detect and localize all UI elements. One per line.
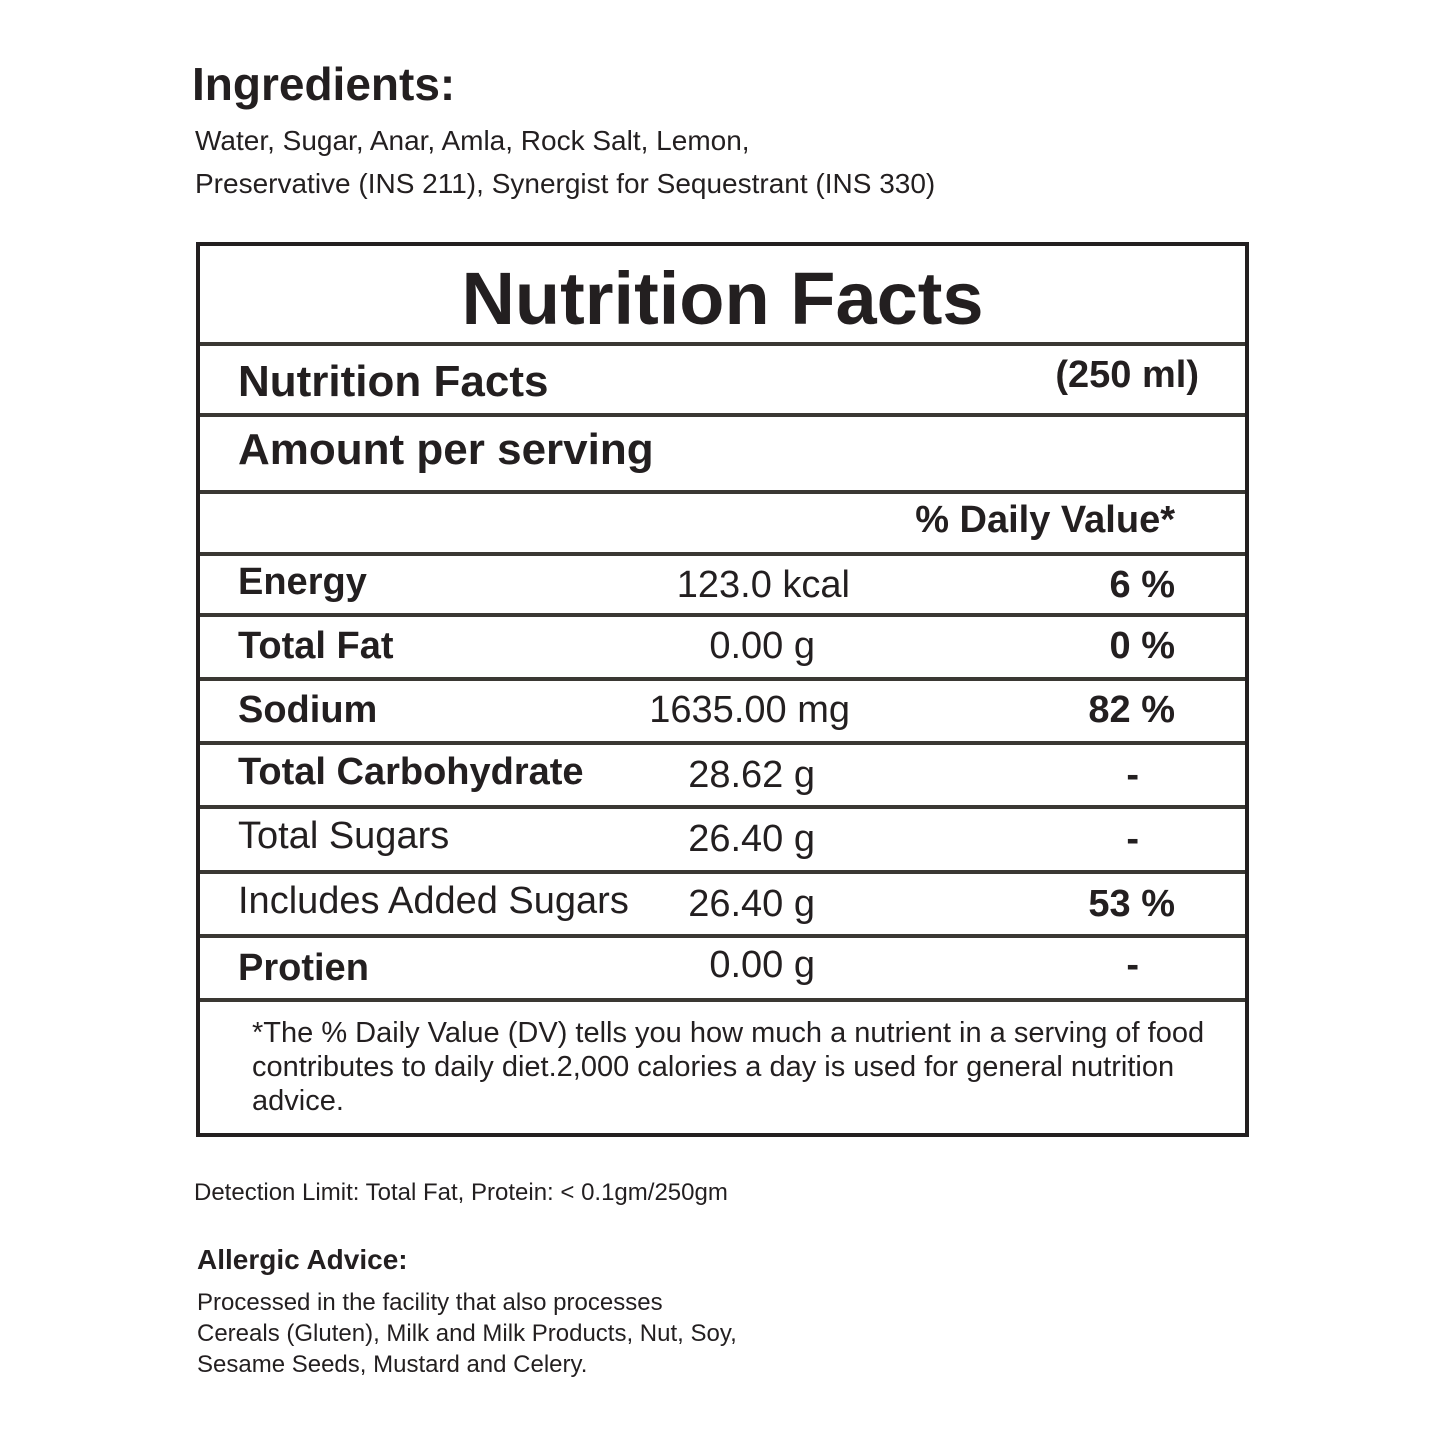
- allergic-advice-line: Processed in the facility that also proc…: [197, 1289, 663, 1316]
- divider: [200, 552, 1245, 556]
- nutrient-label: Protien: [238, 947, 369, 989]
- nutrient-amount: 0.00 g: [709, 944, 815, 986]
- nutrient-daily-value: 6 %: [1109, 564, 1175, 606]
- nutrient-daily-value: 82 %: [1088, 689, 1175, 731]
- ingredients-line: Preservative (INS 211), Synergist for Se…: [195, 168, 936, 199]
- serving-size: (250 ml): [1055, 354, 1199, 396]
- divider: [200, 998, 1245, 1002]
- nutrient-amount: 28.62 g: [688, 754, 815, 796]
- amount-per-serving-label: Amount per serving: [238, 425, 654, 474]
- nutrient-label: Total Fat: [238, 625, 394, 667]
- nutrient-amount: 26.40 g: [688, 818, 815, 860]
- nutrient-daily-value: 53 %: [1088, 883, 1175, 925]
- divider: [200, 934, 1245, 938]
- allergic-advice-heading: Allergic Advice:: [197, 1244, 408, 1275]
- allergic-advice-line: Sesame Seeds, Mustard and Celery.: [197, 1351, 588, 1378]
- nutrient-daily-value: 0 %: [1109, 625, 1175, 667]
- nutrient-amount: 0.00 g: [709, 625, 815, 667]
- nutrition-facts-title: Nutrition Facts: [461, 257, 984, 340]
- nutrient-amount: 123.0 kcal: [676, 564, 850, 606]
- divider: [200, 805, 1245, 809]
- ingredients-line: Water, Sugar, Anar, Amla, Rock Salt, Lem…: [195, 125, 750, 156]
- divider: [200, 870, 1245, 874]
- detection-limit-note: Detection Limit: Total Fat, Protein: < 0…: [194, 1179, 728, 1206]
- allergic-advice-line: Cereals (Gluten), Milk and Milk Products…: [197, 1320, 737, 1347]
- daily-value-header: % Daily Value*: [915, 499, 1175, 541]
- divider: [200, 413, 1245, 417]
- nutrient-label: Sodium: [238, 689, 378, 731]
- nutrient-label: Total Sugars: [238, 815, 450, 857]
- ingredients-heading: Ingredients:: [192, 58, 456, 110]
- nutrient-daily-value: -: [1126, 944, 1139, 986]
- nutrient-daily-value: -: [1126, 754, 1139, 796]
- nutrition-facts-table: Nutrition Facts Nutrition Facts (250 ml)…: [196, 242, 1249, 1137]
- divider: [200, 741, 1245, 745]
- nutrient-amount: 26.40 g: [688, 883, 815, 925]
- daily-value-footnote: *The % Daily Value (DV) tells you how mu…: [252, 1017, 1205, 1117]
- nutrition-facts-subtitle: Nutrition Facts: [238, 357, 549, 406]
- nutrient-daily-value: -: [1126, 818, 1139, 860]
- divider: [200, 613, 1245, 617]
- divider: [200, 342, 1245, 346]
- nutrient-amount: 1635.00 mg: [649, 689, 850, 731]
- divider: [200, 677, 1245, 681]
- nutrient-label: Includes Added Sugars: [238, 880, 629, 922]
- nutrient-label: Total Carbohydrate: [238, 751, 584, 793]
- divider: [200, 490, 1245, 494]
- nutrient-label: Energy: [238, 561, 367, 603]
